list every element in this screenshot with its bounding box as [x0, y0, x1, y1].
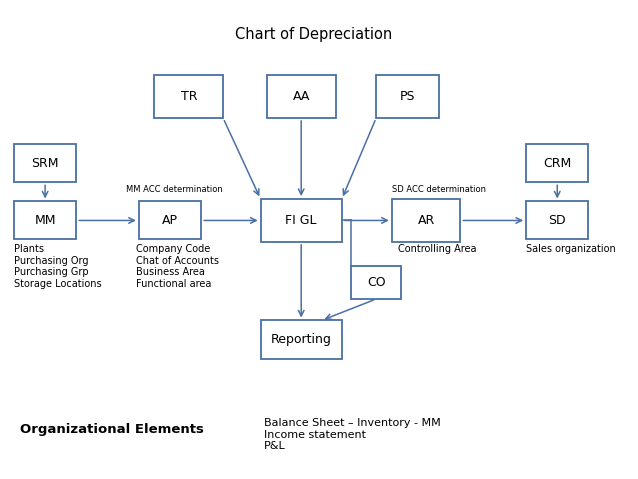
Text: CRM: CRM	[543, 157, 572, 170]
FancyBboxPatch shape	[267, 75, 336, 118]
Text: Sales organization: Sales organization	[526, 244, 616, 254]
Text: AR: AR	[417, 214, 434, 227]
Text: Plants
Purchasing Org
Purchasing Grp
Storage Locations: Plants Purchasing Org Purchasing Grp Sto…	[14, 244, 101, 289]
Text: Company Code
Chat of Accounts
Business Area
Functional area: Company Code Chat of Accounts Business A…	[136, 244, 219, 289]
Text: TR: TR	[181, 90, 197, 103]
Text: Organizational Elements: Organizational Elements	[20, 423, 204, 436]
Text: CO: CO	[367, 276, 385, 289]
FancyBboxPatch shape	[260, 320, 342, 359]
FancyBboxPatch shape	[260, 199, 342, 242]
FancyBboxPatch shape	[154, 75, 223, 118]
FancyBboxPatch shape	[351, 266, 401, 299]
Text: Balance Sheet – Inventory - MM
Income statement
P&L: Balance Sheet – Inventory - MM Income st…	[263, 418, 440, 451]
Text: SD: SD	[549, 214, 566, 227]
Text: MM ACC determination: MM ACC determination	[126, 185, 223, 194]
FancyBboxPatch shape	[392, 199, 461, 242]
FancyBboxPatch shape	[376, 75, 438, 118]
FancyBboxPatch shape	[526, 144, 588, 182]
Text: PS: PS	[399, 90, 415, 103]
Text: Reporting: Reporting	[271, 333, 332, 346]
Text: Chart of Depreciation: Chart of Depreciation	[235, 27, 392, 42]
Text: MM: MM	[34, 214, 56, 227]
Text: SRM: SRM	[31, 157, 59, 170]
Text: SD ACC determination: SD ACC determination	[392, 185, 486, 194]
Text: Controlling Area: Controlling Area	[398, 244, 477, 254]
Text: AA: AA	[292, 90, 310, 103]
FancyBboxPatch shape	[14, 201, 77, 240]
FancyBboxPatch shape	[526, 201, 588, 240]
FancyBboxPatch shape	[139, 201, 201, 240]
FancyBboxPatch shape	[14, 144, 77, 182]
Text: AP: AP	[162, 214, 178, 227]
Text: FI GL: FI GL	[285, 214, 317, 227]
